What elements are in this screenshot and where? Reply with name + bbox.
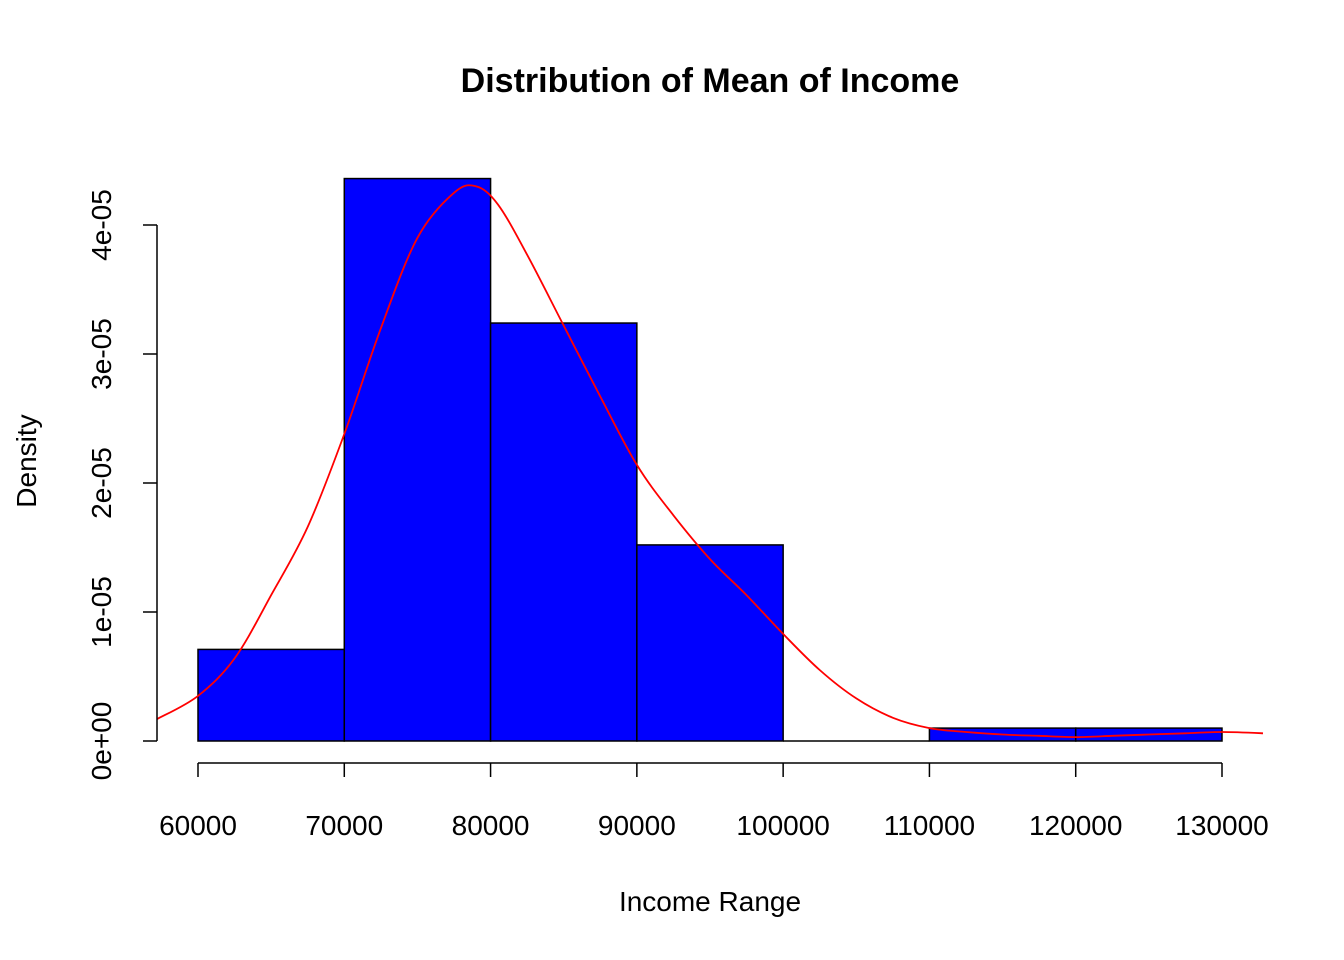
x-tick-label-2: 80000 bbox=[452, 810, 530, 841]
x-axis-label: Income Range bbox=[619, 886, 801, 917]
x-tick-label-4: 100000 bbox=[736, 810, 829, 841]
density-curve-group bbox=[156, 184, 1264, 739]
y-tick-label-3: 3e-05 bbox=[86, 318, 117, 390]
x-tick-label-7: 130000 bbox=[1175, 810, 1268, 841]
bars-group bbox=[197, 177, 1223, 742]
x-tick-label-3: 90000 bbox=[598, 810, 676, 841]
chart-title: Distribution of Mean of Income bbox=[461, 62, 960, 100]
x-axis: 60000 70000 80000 90000 100000 110000 120000 13… bbox=[159, 762, 1269, 841]
histogram-bar-0 bbox=[197, 648, 346, 742]
histogram-bar-3 bbox=[636, 544, 784, 742]
y-tick-label-0: 0e+00 bbox=[86, 702, 117, 781]
x-tick-label-5: 110000 bbox=[884, 810, 975, 841]
y-tick-label-2: 2e-05 bbox=[86, 447, 117, 519]
histogram-bar-1 bbox=[343, 177, 492, 742]
x-tick-label-0: 60000 bbox=[159, 810, 237, 841]
histogram-bar-2 bbox=[489, 322, 638, 742]
x-tick-label-1: 70000 bbox=[305, 810, 383, 841]
x-tick-label-6: 120000 bbox=[1029, 810, 1122, 841]
y-axis-label: Density bbox=[11, 414, 42, 507]
y-tick-label-1: 1e-05 bbox=[86, 576, 117, 648]
y-axis: 0e+00 1e-05 2e-05 3e-05 4e-05 bbox=[86, 189, 158, 781]
density-curve-line bbox=[156, 184, 1264, 739]
y-tick-label-4: 4e-05 bbox=[86, 189, 117, 261]
